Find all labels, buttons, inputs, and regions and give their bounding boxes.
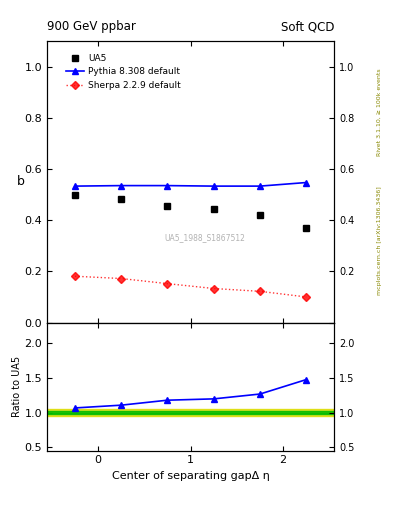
Text: UA5_1988_S1867512: UA5_1988_S1867512: [165, 233, 245, 243]
Sherpa 2.2.9 default: [165, 281, 170, 287]
Pythia 8.308 default: [73, 183, 77, 189]
Line: Pythia 8.308 default: Pythia 8.308 default: [72, 179, 310, 189]
Sherpa 2.2.9 default: [258, 288, 263, 294]
UA5: [73, 191, 77, 198]
UA5: [211, 205, 216, 212]
Pythia 8.308 default: [211, 183, 216, 189]
Line: UA5: UA5: [72, 191, 310, 231]
UA5: [304, 225, 309, 231]
Text: 900 GeV ppbar: 900 GeV ppbar: [47, 20, 136, 33]
X-axis label: Center of separating gapΔ η: Center of separating gapΔ η: [112, 471, 270, 481]
Legend: UA5, Pythia 8.308 default, Sherpa 2.2.9 default: UA5, Pythia 8.308 default, Sherpa 2.2.9 …: [63, 51, 184, 93]
Bar: [47, 409, 334, 416]
UA5: [258, 212, 263, 218]
Line: Sherpa 2.2.9 default: Sherpa 2.2.9 default: [72, 273, 309, 300]
Pythia 8.308 default: [119, 183, 123, 189]
Text: Soft QCD: Soft QCD: [281, 20, 334, 33]
Y-axis label: b: b: [17, 175, 24, 188]
Text: Rivet 3.1.10, ≥ 100k events: Rivet 3.1.10, ≥ 100k events: [377, 69, 382, 157]
Sherpa 2.2.9 default: [73, 273, 77, 280]
Bar: [47, 411, 334, 414]
Sherpa 2.2.9 default: [211, 286, 216, 292]
UA5: [165, 203, 170, 209]
Text: mcplots.cern.ch [arXiv:1306.3436]: mcplots.cern.ch [arXiv:1306.3436]: [377, 186, 382, 295]
UA5: [119, 196, 123, 202]
Pythia 8.308 default: [258, 183, 263, 189]
Sherpa 2.2.9 default: [304, 294, 309, 300]
Sherpa 2.2.9 default: [119, 275, 123, 282]
Pythia 8.308 default: [165, 183, 170, 189]
Pythia 8.308 default: [304, 180, 309, 186]
Y-axis label: Ratio to UA5: Ratio to UA5: [12, 356, 22, 417]
